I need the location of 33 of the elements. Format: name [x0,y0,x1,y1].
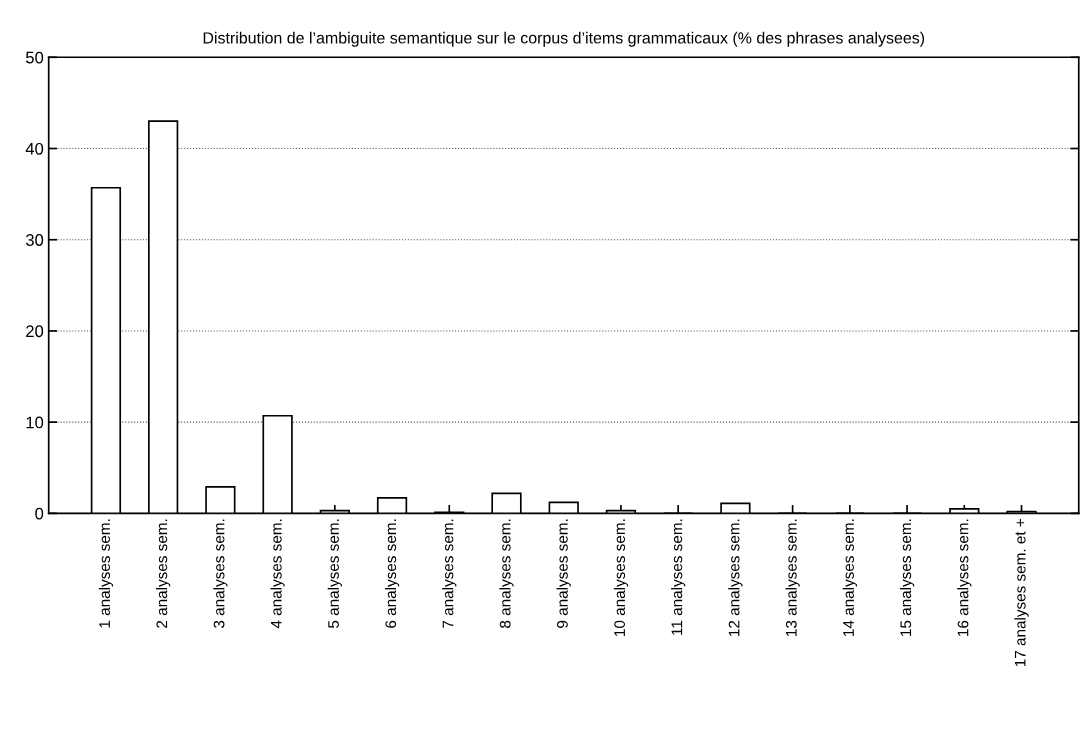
x-tick-label: 2 analyses sem. [156,519,171,628]
x-tick-label: 15 analyses sem. [899,519,915,636]
bar [491,492,522,514]
x-tick-label: 14 analyses sem. [842,519,857,636]
x-tick-label: 1 analyses sem. [98,519,114,628]
x-tick-label: 4 analyses sem. [270,519,285,629]
chart-title: Distribution de l’ambiguite semantique sur le corpus d’items grammaticaux (% des phrases analysees) [203,31,925,47]
y-tick-label: 10 [26,416,44,429]
x-tick-label: 9 analyses sem. [556,519,571,628]
y-tick-label: 30 [25,234,44,246]
bar [720,502,751,514]
bar [376,497,408,514]
bar [148,120,179,514]
x-tick-label: 17 analyses sem. et + [1014,518,1029,667]
y-tick-label: 50 [25,51,44,64]
bar [205,486,236,514]
x-tick-label: 16 analyses sem. [957,519,972,636]
x-tick-label: 10 analyses sem. [613,519,629,636]
y-tick-label: 40 [25,142,44,155]
x-tick-label: 11 analyses sem. [671,519,686,635]
x-tick-label: 8 analyses sem. [499,519,514,628]
y-tick-label: 20 [26,325,44,338]
x-tick-label: 5 analyses sem. [327,519,342,628]
bar [262,414,293,514]
x-tick-label: 3 analyses sem. [213,519,228,629]
bar [90,186,122,514]
bar [949,507,980,514]
x-tick-label: 12 analyses sem. [728,519,743,636]
bar [548,501,579,514]
x-tick-label: 13 analyses sem. [785,519,800,636]
y-tick-label: 0 [35,507,44,520]
x-tick-label: 7 analyses sem. [442,519,457,628]
x-tick-label: 6 analyses sem. [384,519,400,628]
